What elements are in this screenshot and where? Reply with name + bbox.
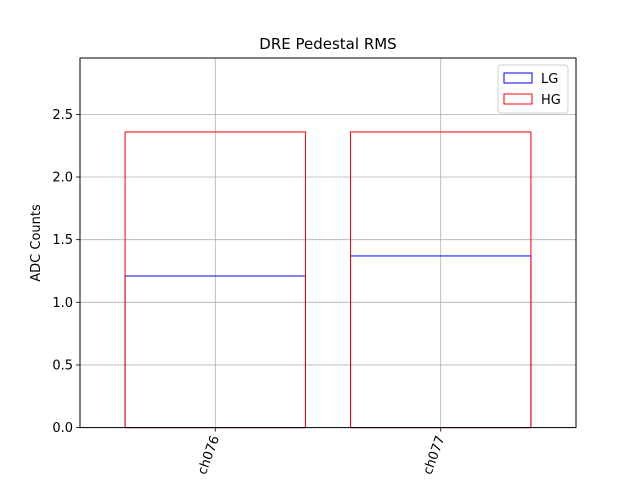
y-tick-label: 1.0 xyxy=(52,296,73,311)
y-tick-label: 0.0 xyxy=(52,421,73,436)
y-tick-label: 0.5 xyxy=(52,358,73,373)
y-tick-label: 2.0 xyxy=(52,171,73,186)
legend-label-lg: LG xyxy=(541,72,558,87)
plot-frame xyxy=(79,57,577,429)
chart-title: DRE Pedestal RMS xyxy=(259,35,396,53)
y-tick-label: 2.5 xyxy=(52,108,73,123)
bars xyxy=(124,131,532,429)
x-tick-label: ch077 xyxy=(421,434,449,477)
x-axis: ch076 ch077 xyxy=(195,427,449,477)
y-tick-label: 1.5 xyxy=(52,233,73,248)
y-axis: 0.0 0.5 1.0 1.5 2.0 2.5 xyxy=(52,108,80,436)
x-tick-label: ch076 xyxy=(195,434,223,477)
legend-swatch-hg xyxy=(503,93,533,105)
legend-label-hg: HG xyxy=(541,93,561,108)
y-axis-label: ADC Counts xyxy=(29,204,44,282)
grid-lines xyxy=(80,58,576,429)
legend-box xyxy=(497,64,569,114)
legend-swatch-lg xyxy=(503,72,533,84)
legend: LG HG xyxy=(497,64,569,114)
